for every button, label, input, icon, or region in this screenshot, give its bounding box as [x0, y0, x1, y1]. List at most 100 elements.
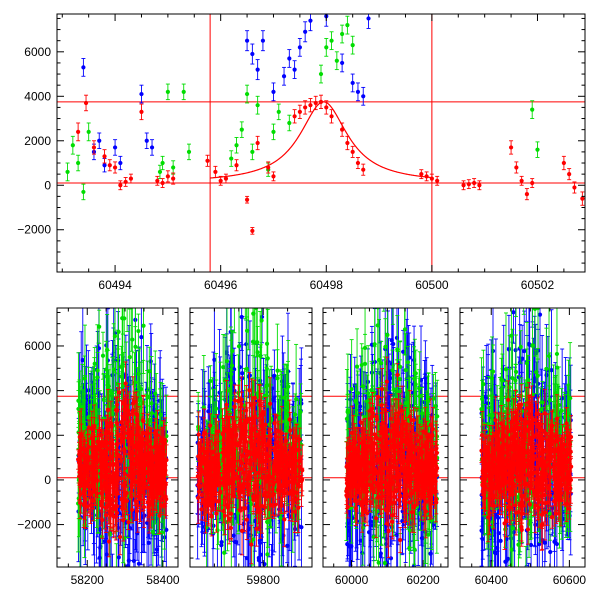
data-point-marker — [92, 445, 97, 451]
data-point — [95, 468, 100, 519]
x-tick-label: 60494 — [98, 278, 132, 292]
data-point — [120, 308, 125, 335]
data-point-marker — [424, 174, 429, 179]
data-point-marker — [95, 491, 100, 496]
y-tick-label: −2000 — [17, 223, 51, 237]
data-point — [76, 122, 81, 142]
data-point — [97, 132, 102, 150]
data-point-marker — [244, 197, 250, 202]
data-point-marker — [126, 408, 131, 413]
data-point-marker — [159, 530, 165, 535]
data-point — [213, 165, 218, 178]
data-point — [530, 100, 535, 119]
data-point — [281, 66, 287, 86]
data-point — [181, 83, 186, 101]
data-point — [355, 82, 361, 102]
data-point — [123, 177, 128, 187]
data-point-marker — [260, 38, 266, 43]
data-point — [95, 429, 100, 455]
data-point-marker — [112, 480, 117, 485]
data-point — [334, 51, 339, 71]
data-point-marker — [324, 105, 329, 110]
data-point — [92, 424, 97, 472]
data-point — [100, 331, 106, 380]
data-point-marker — [160, 160, 165, 166]
data-point-marker — [287, 56, 292, 61]
data-point — [136, 313, 141, 349]
data-point — [366, 14, 371, 29]
data-point — [271, 82, 276, 102]
data-point-marker — [147, 418, 152, 423]
data-point-marker — [97, 555, 102, 560]
data-point — [118, 566, 123, 567]
x-tick-label: 60496 — [204, 278, 238, 292]
data-point-marker — [366, 16, 371, 21]
data-point-marker — [86, 444, 91, 450]
data-point-marker — [98, 464, 103, 469]
data-point-marker — [181, 89, 186, 94]
data-point-marker — [123, 179, 128, 185]
data-point — [435, 175, 440, 186]
data-point-marker — [78, 492, 83, 497]
data-point — [65, 162, 70, 182]
data-point — [524, 188, 530, 201]
data-point-marker — [141, 504, 147, 510]
data-point-marker — [340, 127, 345, 132]
data-point-marker — [108, 455, 113, 460]
data-point — [111, 323, 116, 416]
data-point-marker — [250, 228, 255, 233]
data-point-marker — [318, 99, 324, 104]
data-point — [250, 227, 255, 235]
top-plot-frame — [56, 13, 586, 273]
data-point-marker — [103, 512, 109, 518]
data-point-marker — [229, 156, 234, 161]
data-point — [561, 155, 566, 171]
data-point-marker — [116, 329, 121, 335]
data-point-marker — [149, 411, 154, 416]
data-point-marker — [255, 67, 260, 72]
data-point — [205, 154, 210, 167]
data-point-marker — [165, 89, 170, 94]
data-point — [329, 31, 334, 51]
data-point-marker — [308, 103, 313, 108]
data-point-marker — [117, 534, 123, 540]
data-point-marker — [171, 176, 176, 181]
data-point-marker — [318, 71, 324, 77]
data-point — [128, 419, 133, 445]
data-point-marker — [116, 555, 121, 560]
data-point-marker — [86, 425, 92, 430]
data-point — [110, 473, 115, 528]
x-tick-label: 60502 — [521, 278, 555, 292]
data-point-marker — [118, 183, 123, 188]
data-point-marker — [121, 401, 126, 406]
data-point-marker — [139, 109, 144, 114]
data-point — [276, 103, 281, 121]
data-point-marker — [350, 149, 355, 154]
data-point — [107, 159, 112, 172]
data-point — [139, 103, 144, 121]
y-tick-label: 2000 — [24, 134, 51, 148]
data-point-marker — [419, 172, 424, 177]
data-point-marker — [271, 129, 276, 134]
data-point — [117, 518, 123, 556]
data-point-marker — [139, 334, 144, 340]
data-point-marker — [136, 328, 141, 334]
data-point-marker — [102, 480, 107, 486]
data-point-marker — [122, 498, 127, 503]
data-point-marker — [102, 539, 107, 544]
data-point-marker — [297, 45, 302, 50]
data-point-marker — [308, 18, 313, 23]
data-point-marker — [110, 498, 115, 503]
data-point — [234, 159, 239, 172]
data-point-marker — [130, 337, 135, 342]
data-point-marker — [112, 145, 118, 150]
data-point — [313, 95, 318, 111]
data-point-marker — [81, 65, 86, 70]
data-point — [131, 376, 136, 431]
data-point — [149, 139, 155, 156]
data-point — [255, 95, 260, 115]
data-point — [112, 139, 118, 156]
data-point — [86, 122, 91, 142]
data-point-marker — [136, 561, 142, 566]
data-point-marker — [110, 572, 114, 576]
